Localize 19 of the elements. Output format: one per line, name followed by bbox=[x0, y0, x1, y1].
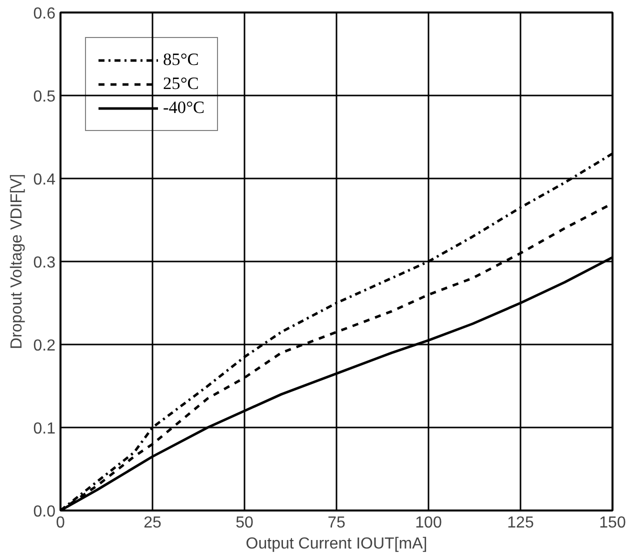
legend-label: -40°C bbox=[163, 98, 205, 118]
x-axis-title: Output Current IOUT[mA] bbox=[246, 536, 428, 552]
y-axis-title: Dropout Voltage VDIF[V] bbox=[8, 174, 26, 350]
y-tick-label: 0.4 bbox=[33, 172, 56, 188]
x-tick-label: 75 bbox=[328, 514, 346, 532]
x-tick-label: 125 bbox=[507, 514, 534, 532]
y-tick-label: 0.3 bbox=[33, 254, 56, 272]
x-tick-label: 100 bbox=[415, 514, 442, 532]
x-tick-label: 50 bbox=[236, 514, 254, 532]
x-tick-label: 25 bbox=[144, 514, 162, 532]
y-tick-label: 0.2 bbox=[33, 338, 56, 354]
y-tick-label: 0.1 bbox=[33, 420, 56, 438]
y-tick-label: 0.0 bbox=[33, 504, 56, 520]
x-tick-label: 150 bbox=[599, 514, 626, 532]
x-tick-label: 0 bbox=[56, 514, 66, 532]
y-tick-label: 0.5 bbox=[33, 88, 56, 106]
legend-label: 85°C bbox=[163, 50, 199, 70]
legend-label: 25°C bbox=[163, 74, 199, 94]
y-tick-label: 0.6 bbox=[33, 6, 56, 22]
